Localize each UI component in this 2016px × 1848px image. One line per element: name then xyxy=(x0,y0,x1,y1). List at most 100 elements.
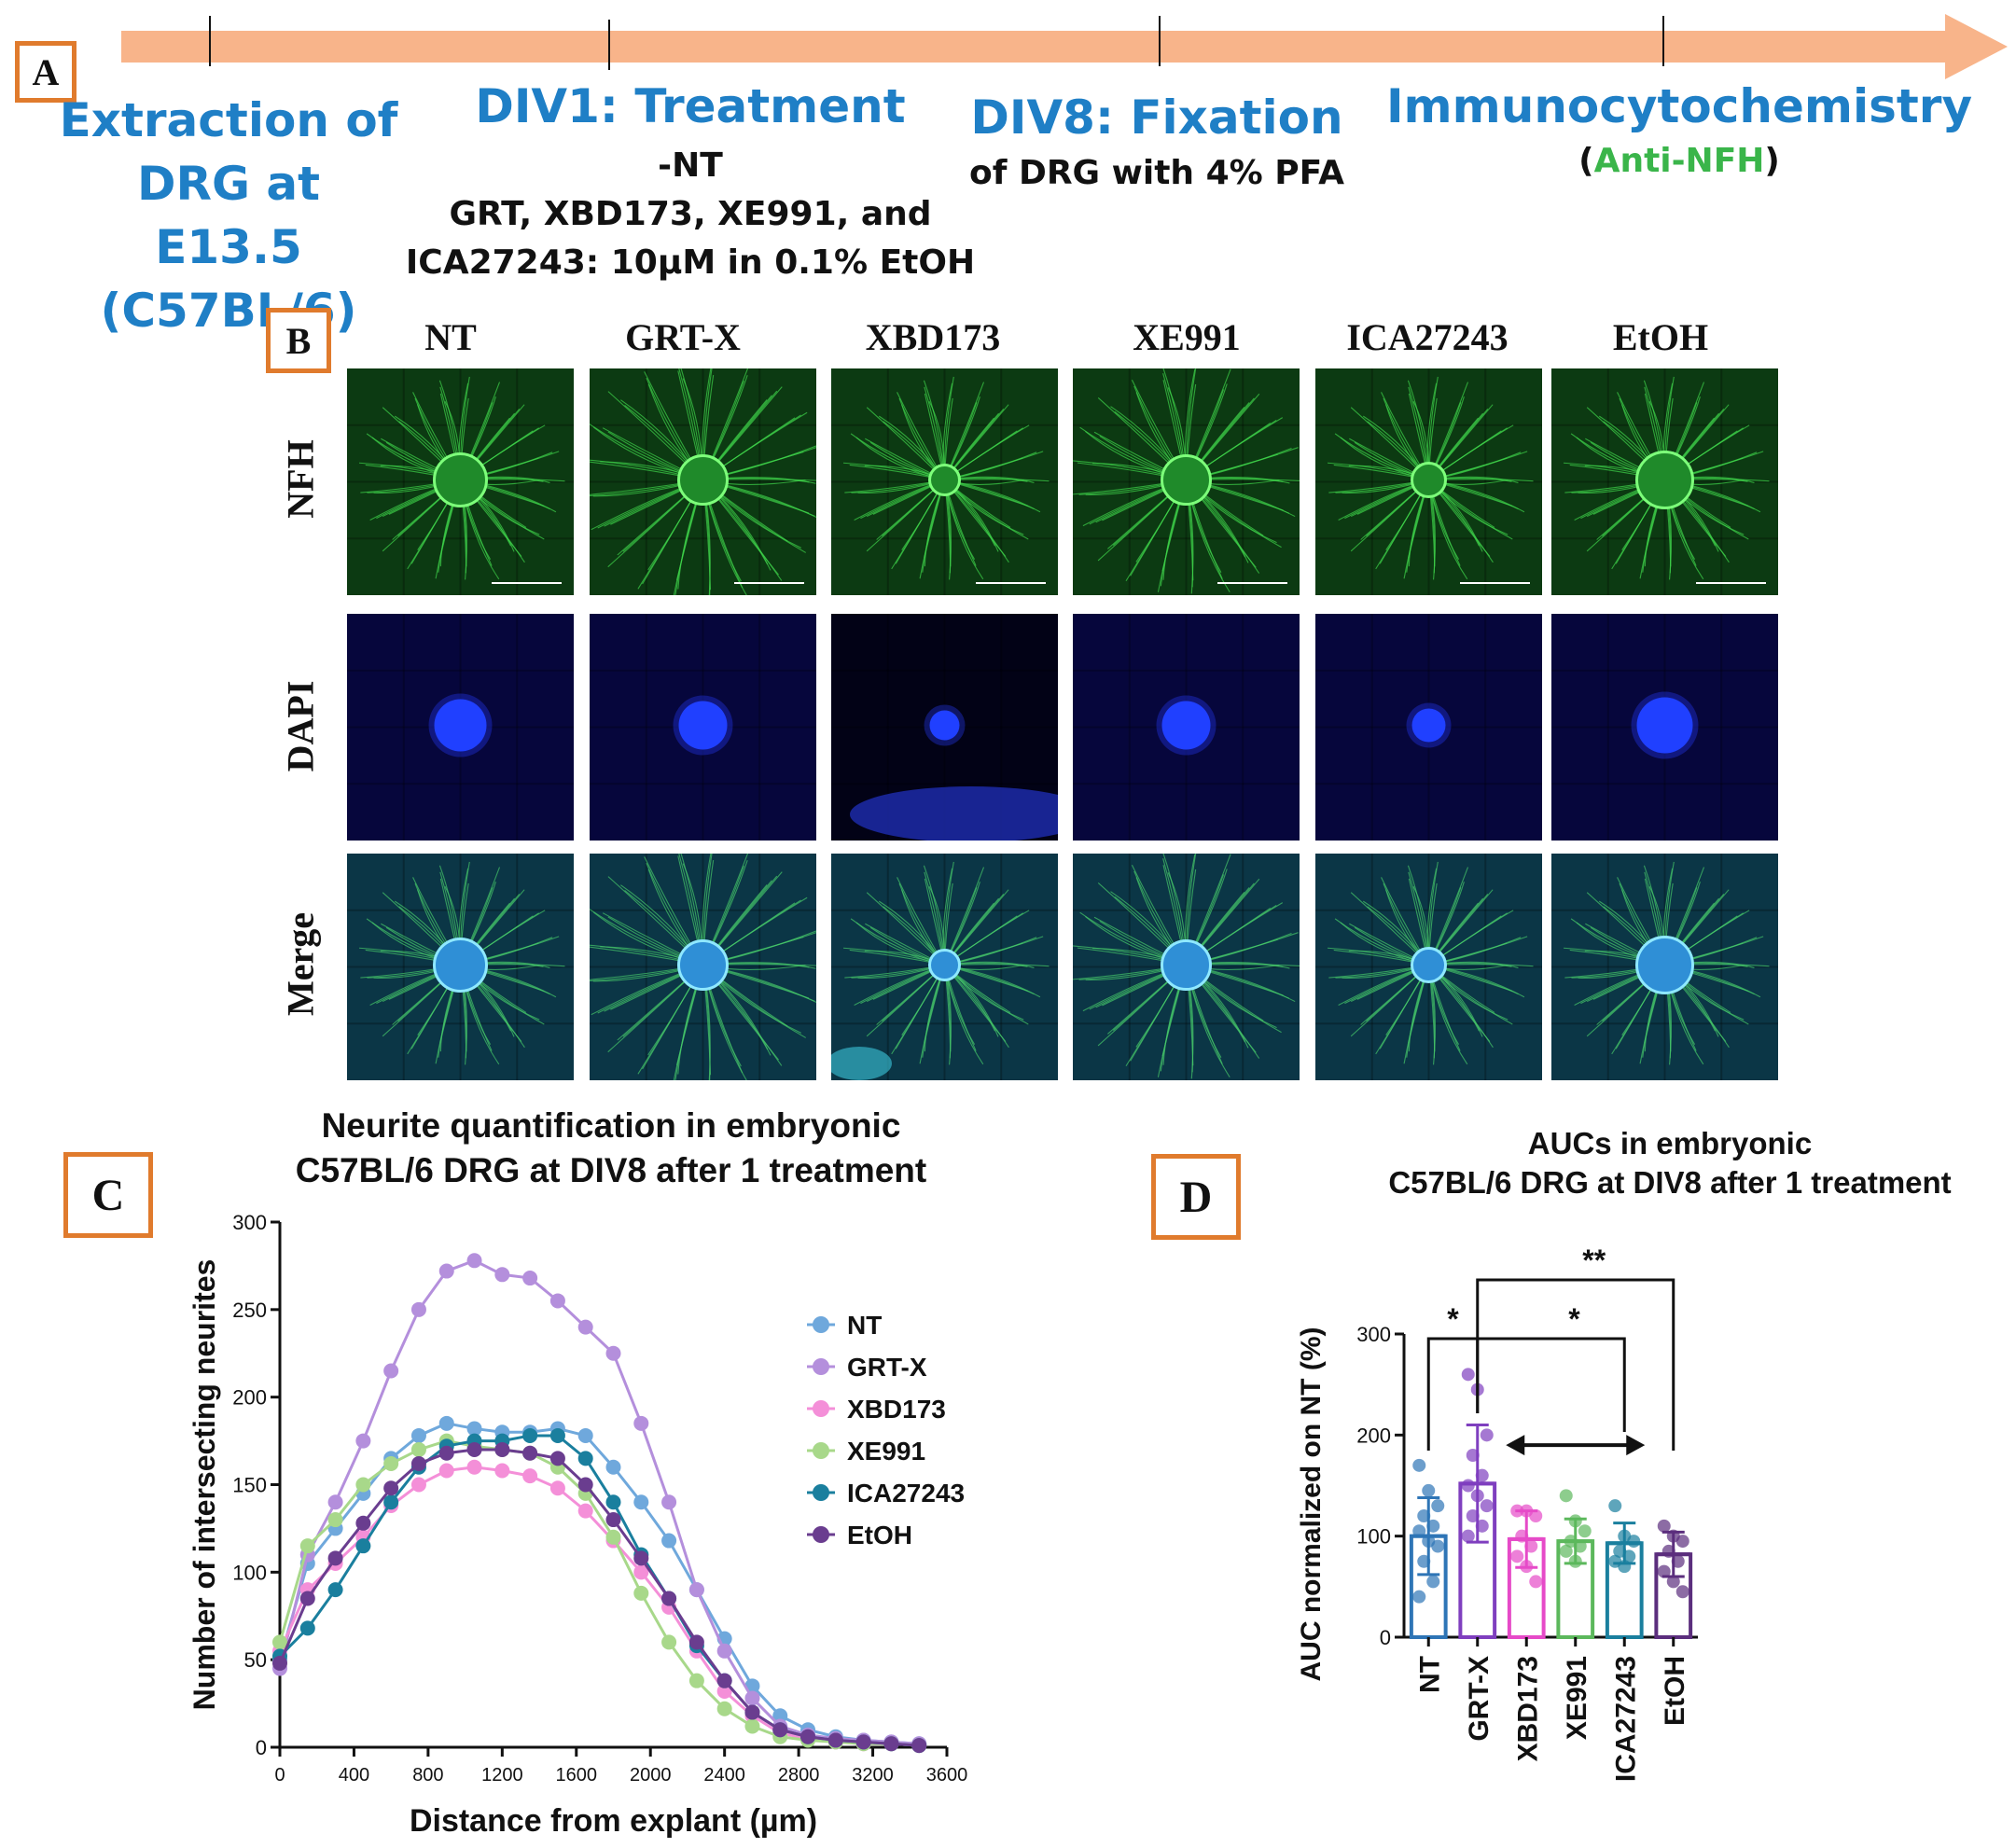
column-header-xbd173: XBD173 xyxy=(865,316,1001,358)
chart-d-title-line-2: C57BL/6 DRG at DIV8 after 1 treatment xyxy=(1388,1165,1952,1200)
x-tick-label: 3200 xyxy=(852,1765,894,1785)
x-tick-label-xe991: XE991 xyxy=(1562,1656,1592,1740)
data-point-ica27243 xyxy=(1618,1560,1632,1574)
x-tick-label: 0 xyxy=(274,1765,285,1785)
micrograph-merge-xbd173 xyxy=(831,854,1058,1080)
explant-body xyxy=(1635,451,1694,509)
micrograph-canvas xyxy=(1551,614,1778,841)
arrowhead-left xyxy=(1506,1435,1525,1456)
explant-nuclei xyxy=(1411,708,1446,743)
micrograph-nfh-xbd173 xyxy=(831,368,1058,595)
data-point-nt xyxy=(1412,1590,1426,1604)
micrograph-canvas xyxy=(1073,614,1300,841)
step-extraction: Extraction of DRG at E13.5 (C57BL/6) xyxy=(56,89,401,342)
micrograph-dapi-xe991 xyxy=(1073,614,1300,841)
explant-body xyxy=(1635,936,1694,994)
y-tick-label: 300 xyxy=(232,1211,267,1234)
explant-nuclei xyxy=(929,710,960,741)
data-point-grt-x xyxy=(633,1415,649,1431)
data-point-xbd173 xyxy=(438,1463,454,1479)
legend-label-ica27243: ICA27243 xyxy=(847,1479,965,1508)
data-point-grt-x xyxy=(1475,1468,1489,1482)
data-point-nt xyxy=(1426,1519,1440,1533)
column-header-xe991: XE991 xyxy=(1133,316,1241,358)
data-point-xbd173 xyxy=(522,1468,538,1484)
column-header-ica27243: ICA27243 xyxy=(1346,316,1509,358)
legend-label-etoh: EtOH xyxy=(847,1521,912,1549)
micrograph-dapi-nt xyxy=(347,614,574,841)
row-header-dapi: DAPI xyxy=(279,680,322,772)
debris-glow xyxy=(831,1047,892,1080)
neurite-chart: 0 50 100 150 200 250 300 0 400 800 1200 1600 2000 240… xyxy=(188,1211,967,1839)
timeline-arrowhead xyxy=(1945,14,2008,79)
data-point-grt-x xyxy=(466,1253,482,1269)
data-point-etoh xyxy=(438,1445,454,1461)
data-point-grt-x xyxy=(1470,1489,1484,1503)
explant-body xyxy=(433,452,488,507)
data-point-xe991 xyxy=(633,1585,649,1601)
data-point-grt-x xyxy=(688,1582,704,1598)
data-point-grt-x xyxy=(577,1319,593,1335)
data-point-xe991 xyxy=(272,1634,287,1650)
data-point-xbd173 xyxy=(494,1463,510,1479)
stain-name: Anti-NFH xyxy=(1593,142,1765,180)
data-point-grt-x xyxy=(355,1433,371,1449)
micrograph-canvas xyxy=(590,854,816,1080)
data-point-nt xyxy=(1431,1539,1445,1553)
data-point-xe991 xyxy=(1578,1524,1592,1538)
data-point-xbd173 xyxy=(1510,1549,1524,1563)
explant-body xyxy=(1411,462,1447,498)
explant-body xyxy=(1161,939,1212,991)
micrograph-nfh-etoh xyxy=(1551,368,1778,595)
data-point-grt-x xyxy=(605,1345,621,1361)
data-point-etoh xyxy=(272,1655,287,1671)
data-point-etoh xyxy=(1657,1519,1671,1533)
data-point-etoh xyxy=(633,1550,649,1566)
data-point-etoh xyxy=(494,1441,510,1457)
data-point-grt-x xyxy=(522,1271,538,1286)
x-tick-label: 1600 xyxy=(556,1765,598,1785)
data-point-etoh xyxy=(883,1736,899,1752)
data-point-etoh xyxy=(1657,1564,1671,1578)
significance-star: * xyxy=(1568,1302,1580,1336)
chart-d-title: AUCs in embryonic C57BL/6 DRG at DIV8 af… xyxy=(1343,1124,1996,1202)
step-treatment-line-3: ICA27243: 10µM in 0.1% EtOH xyxy=(405,243,976,282)
micrograph-dapi-etoh xyxy=(1551,614,1778,841)
chart-c-title-line-2: C57BL/6 DRG at DIV8 after 1 treatment xyxy=(295,1151,927,1189)
micrograph-nfh-grt-x xyxy=(590,368,816,595)
data-point-xe991 xyxy=(299,1538,315,1554)
data-point-etoh xyxy=(327,1550,343,1566)
micrograph-merge-grt-x xyxy=(590,854,816,1080)
data-point-ica27243 xyxy=(577,1451,593,1466)
data-point-grt-x xyxy=(494,1267,510,1283)
data-point-xe991 xyxy=(688,1673,704,1688)
y-tick-label: 150 xyxy=(232,1474,267,1497)
data-point-grt-x xyxy=(1466,1449,1480,1462)
explant-nuclei xyxy=(1636,697,1693,754)
data-point-xbd173 xyxy=(1529,1509,1543,1522)
step-treatment-title: DIV1: Treatment xyxy=(475,79,906,133)
data-point-grt-x xyxy=(410,1301,426,1317)
explant-body xyxy=(928,464,961,496)
data-point-ica27243 xyxy=(1608,1499,1622,1513)
data-point-xe991 xyxy=(327,1512,343,1528)
column-header-etoh: EtOH xyxy=(1612,316,1709,358)
data-point-xbd173 xyxy=(633,1564,649,1580)
micrograph-canvas xyxy=(1551,854,1778,1080)
data-point-etoh xyxy=(466,1441,482,1457)
stain-paren-close: ) xyxy=(1764,142,1780,180)
step-fixation-title: DIV8: Fixation xyxy=(970,90,1343,145)
data-point-grt-x xyxy=(1461,1479,1475,1493)
data-point-etoh xyxy=(800,1729,816,1744)
data-point-etoh xyxy=(1675,1535,1689,1549)
data-point-nt xyxy=(577,1427,593,1443)
micrograph-canvas xyxy=(347,614,574,841)
significance-bracket xyxy=(1476,1278,1675,1451)
data-point-xe991 xyxy=(605,1529,621,1545)
data-point-xe991 xyxy=(661,1634,677,1650)
x-tick-label: 400 xyxy=(339,1765,369,1785)
data-point-etoh xyxy=(605,1512,621,1528)
data-point-xe991 xyxy=(1568,1554,1582,1568)
data-point-etoh xyxy=(661,1591,677,1606)
data-point-etoh xyxy=(355,1515,371,1531)
